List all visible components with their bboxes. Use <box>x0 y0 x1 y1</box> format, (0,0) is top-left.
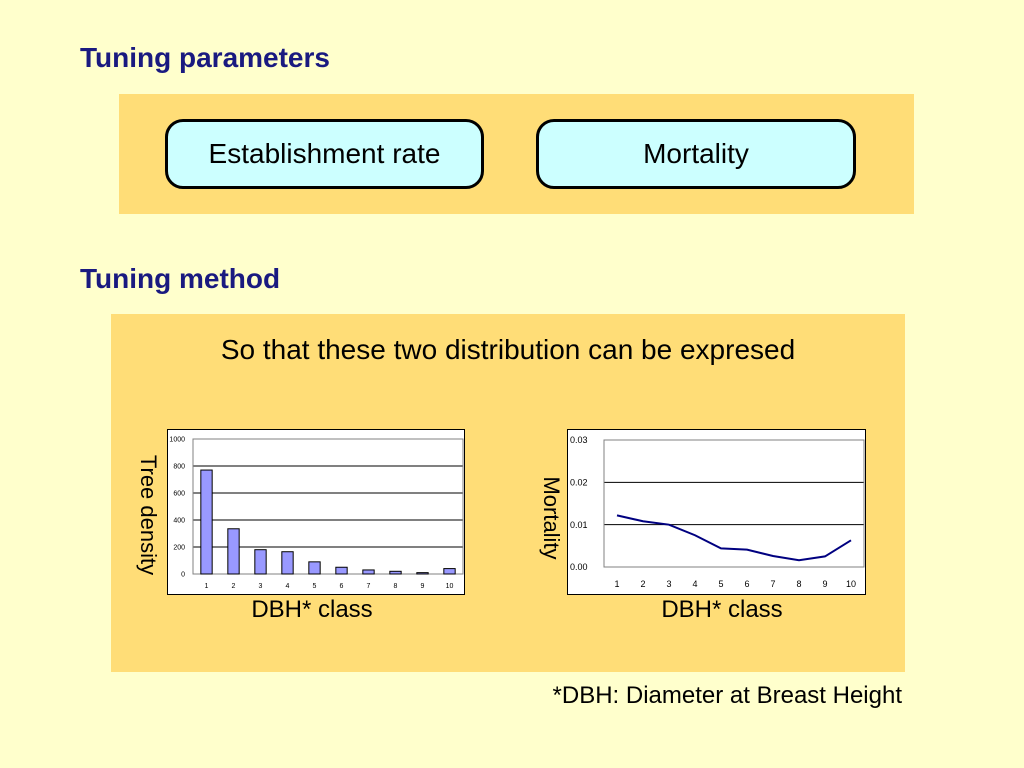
y-tick-label: 800 <box>173 463 185 470</box>
x-tick-label: 5 <box>718 579 723 589</box>
y-tick-label: 0.01 <box>570 520 588 530</box>
x-tick-label: 4 <box>692 579 697 589</box>
x-tick-label: 4 <box>286 583 290 590</box>
mortality-box: Mortality <box>536 119 856 189</box>
x-tick-label: 3 <box>259 583 263 590</box>
y-tick-label: 0 <box>181 571 185 578</box>
tree-density-axis-label: Tree density <box>136 454 161 576</box>
plot-area <box>603 439 865 568</box>
y-tick-label: 0.00 <box>570 562 588 572</box>
bar <box>227 528 240 575</box>
bar <box>443 568 456 575</box>
x-tick-label: 7 <box>367 583 371 590</box>
y-tick-label: 400 <box>173 517 185 524</box>
tuning-method-heading: Tuning method <box>80 263 281 294</box>
mortality-axis-label: Mortality <box>539 476 564 560</box>
y-tick-label: 0.02 <box>570 477 588 487</box>
mortality-series-line <box>616 514 852 562</box>
x-tick-label: 7 <box>770 579 775 589</box>
x-tick-label: 6 <box>744 579 749 589</box>
bar <box>200 469 213 575</box>
y-tick-label: 1000 <box>169 436 185 443</box>
tuning-parameters-heading: Tuning parameters <box>80 42 330 73</box>
x-tick-label: 8 <box>394 583 398 590</box>
bar <box>389 570 402 575</box>
x-tick-label: 9 <box>421 583 425 590</box>
dbh-class-axis-label: DBH* class <box>251 596 373 623</box>
plot-area <box>192 438 464 575</box>
x-tick-label: 1 <box>614 579 619 589</box>
x-tick-label: 2 <box>640 579 645 589</box>
bar <box>281 551 294 575</box>
bar <box>308 561 321 575</box>
bar <box>416 572 429 575</box>
x-tick-label: 10 <box>846 579 856 589</box>
mortality-line-chart: 0.00 0.01 0.02 0.03 1 2 3 4 5 6 7 8 9 10 <box>570 435 865 589</box>
x-tick-label: 3 <box>666 579 671 589</box>
bar <box>335 566 348 575</box>
dbh-class-axis-label-2: DBH* class <box>661 596 783 623</box>
x-tick-label: 9 <box>822 579 827 589</box>
dbh-footnote: *DBH: Diameter at Breast Height <box>552 682 902 709</box>
bar <box>254 549 267 575</box>
establishment-rate-box: Establishment rate <box>165 119 484 189</box>
y-tick-label: 600 <box>173 490 185 497</box>
x-tick-label: 8 <box>796 579 801 589</box>
bar <box>362 569 375 575</box>
x-tick-label: 1 <box>205 583 209 590</box>
y-tick-label: 200 <box>173 544 185 551</box>
tree-density-bar-chart: 0 200 400 600 800 1000 1 2 3 4 5 6 7 8 9 10 <box>169 436 464 590</box>
x-tick-label: 5 <box>313 583 317 590</box>
method-description: So that these two distribution can be ex… <box>220 334 796 365</box>
x-tick-label: 6 <box>340 583 344 590</box>
x-tick-label: 2 <box>232 583 236 590</box>
y-tick-label: 0.03 <box>570 435 588 445</box>
x-tick-label: 10 <box>446 583 454 590</box>
